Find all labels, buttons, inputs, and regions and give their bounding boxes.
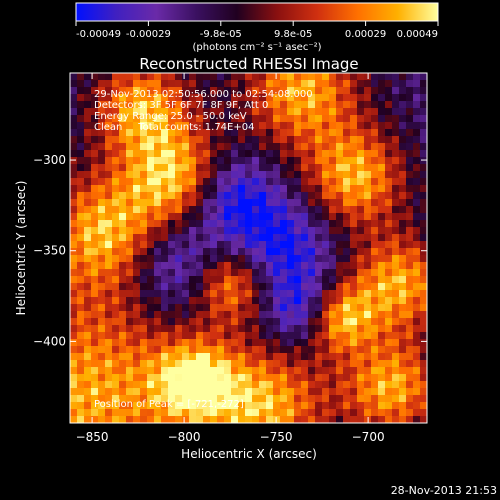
annotations: 29-Nov-2013 02:50:56.000 to 02:54:08.000… — [94, 89, 313, 410]
colorbar-gradient — [75, 2, 439, 22]
plot-frame — [69, 72, 428, 424]
annotation-peak-position: Position of Peak = [-721,-272] — [94, 399, 244, 410]
x-tick-label: −800 — [168, 430, 201, 444]
colorbar-tick-label: -0.00029 — [126, 29, 171, 40]
colorbar-tick-label: -9.8e-05 — [200, 29, 242, 40]
x-axis-label: Heliocentric X (arcsec) — [181, 447, 317, 461]
axis-ticks: −850 −800 −750 −700 −300 −350 −400 — [33, 73, 427, 444]
x-tick-label: −700 — [352, 430, 385, 444]
colorbar-unit-label: (photons cm⁻² s⁻¹ asec⁻²) — [192, 42, 321, 53]
colorbar-tick-label: 0.00029 — [345, 29, 386, 40]
colorbar-tick-label: 0.00049 — [397, 29, 438, 40]
chart-title: Reconstructed RHESSI Image — [139, 55, 358, 73]
y-tick-label: −300 — [33, 153, 66, 167]
annotation-time-range: 29-Nov-2013 02:50:56.000 to 02:54:08.000 — [94, 89, 313, 100]
y-tick-label: −400 — [33, 334, 66, 348]
y-tick-label: −350 — [33, 244, 66, 258]
annotation-detectors: Detectors: 3F 5F 6F 7F 8F 9F, Att 0 — [94, 100, 268, 111]
colorbar-ticks: -0.00049 -0.00029 -9.8e-05 9.8e-05 0.00029 0.… — [75, 21, 439, 40]
footer-timestamp: 28-Nov-2013 21:53 — [391, 484, 497, 497]
plot-area: −850 −800 −750 −700 −300 −350 −400 — [33, 72, 428, 444]
heatmap-image — [70, 73, 427, 423]
colorbar: -0.00049 -0.00029 -9.8e-05 9.8e-05 0.00029 0.… — [75, 2, 439, 53]
annotation-clean-counts: Clean Total counts: 1.74E+04 — [94, 122, 254, 133]
colorbar-tick-label: 9.8e-05 — [274, 29, 312, 40]
x-tick-label: −850 — [76, 430, 109, 444]
annotation-energy-range: Energy Range: 25.0 - 50.0 keV — [94, 111, 247, 122]
x-tick-label: −750 — [260, 430, 293, 444]
colorbar-tick-label: -0.00049 — [76, 29, 121, 40]
y-axis-label: Heliocentric Y (arcsec) — [14, 181, 28, 316]
